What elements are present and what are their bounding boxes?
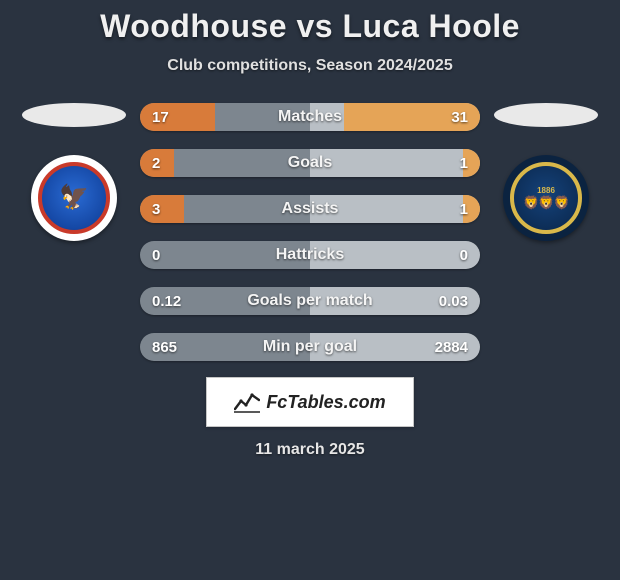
right-player-col: 1886 🦁🦁🦁 <box>486 103 606 241</box>
brand-text: FcTables.com <box>266 392 385 413</box>
phoenix-icon: 🦅 <box>59 186 89 210</box>
bar-fill-right <box>463 149 480 177</box>
bar-bg-right <box>310 241 480 269</box>
bar-bg-right <box>310 195 480 223</box>
left-player-name-pill <box>22 103 126 127</box>
stat-bar-goals-per-match: 0.120.03Goals per match <box>140 287 480 315</box>
bar-bg-right <box>310 149 480 177</box>
right-player-name-pill <box>494 103 598 127</box>
page-subtitle: Club competitions, Season 2024/2025 <box>167 57 452 75</box>
left-crest-inner: 🦅 <box>38 162 110 234</box>
bar-fill-left <box>140 103 215 131</box>
stat-bar-matches: 1731Matches <box>140 103 480 131</box>
bar-bg-left <box>140 241 310 269</box>
bar-fill-right <box>463 195 480 223</box>
bar-bg-right <box>310 333 480 361</box>
left-club-crest: 🦅 <box>31 155 117 241</box>
bar-fill-right <box>344 103 480 131</box>
brand-chart-icon <box>234 391 260 413</box>
left-player-col: 🦅 <box>14 103 134 241</box>
stat-bar-min-per-goal: 8652884Min per goal <box>140 333 480 361</box>
date-text: 11 march 2025 <box>255 441 364 459</box>
bar-bg-left <box>140 287 310 315</box>
right-club-crest: 1886 🦁🦁🦁 <box>503 155 589 241</box>
infographic-container: Woodhouse vs Luca Hoole Club competition… <box>0 0 620 459</box>
stat-bar-assists: 31Assists <box>140 195 480 223</box>
bar-bg-right <box>310 287 480 315</box>
right-crest-inner: 1886 🦁🦁🦁 <box>510 162 582 234</box>
brand-box: FcTables.com <box>206 377 414 427</box>
right-crest-year: 1886 <box>537 186 555 195</box>
bar-fill-left <box>140 149 174 177</box>
lions-icon: 🦁🦁🦁 <box>523 195 569 211</box>
bar-bg-left <box>140 333 310 361</box>
bar-fill-left <box>140 195 184 223</box>
page-title: Woodhouse vs Luca Hoole <box>100 8 520 45</box>
stat-bars-column: 1731Matches 21Goals 31Assists 00Hattricks 0.… <box>134 103 486 361</box>
stat-bar-hattricks: 00Hattricks <box>140 241 480 269</box>
main-row: 🦅 1731Matches 21Goals 31Assists 00Hattricks… <box>0 103 620 361</box>
stat-bar-goals: 21Goals <box>140 149 480 177</box>
